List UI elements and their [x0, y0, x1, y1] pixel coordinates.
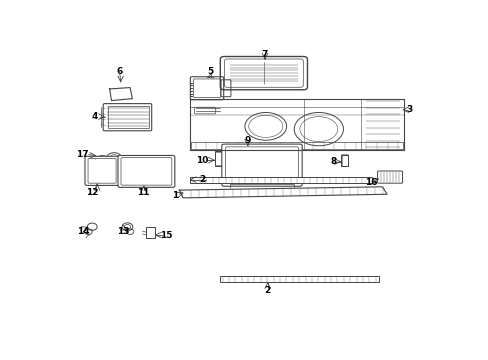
Text: 1: 1 — [171, 190, 178, 199]
FancyBboxPatch shape — [377, 171, 402, 183]
FancyBboxPatch shape — [103, 104, 151, 131]
Text: 9: 9 — [244, 136, 250, 145]
Bar — [219, 276, 378, 282]
Bar — [340, 155, 347, 166]
Bar — [189, 176, 371, 183]
Bar — [214, 151, 223, 166]
Polygon shape — [179, 187, 386, 198]
Text: 17: 17 — [76, 150, 88, 159]
Text: 10: 10 — [196, 156, 208, 165]
Text: 13: 13 — [117, 227, 130, 236]
Bar — [229, 184, 294, 189]
Text: 14: 14 — [77, 227, 89, 236]
FancyBboxPatch shape — [85, 156, 119, 185]
Text: 6: 6 — [117, 67, 123, 76]
Text: 8: 8 — [329, 157, 336, 166]
Text: 12: 12 — [86, 188, 98, 197]
Bar — [190, 142, 402, 149]
Text: 5: 5 — [207, 67, 214, 76]
Polygon shape — [109, 87, 132, 100]
Text: 3: 3 — [406, 105, 412, 114]
Bar — [215, 152, 222, 165]
Bar — [341, 155, 347, 166]
FancyBboxPatch shape — [118, 156, 175, 187]
Text: 2: 2 — [199, 175, 205, 184]
Text: 11: 11 — [137, 188, 150, 197]
Text: 7: 7 — [261, 50, 267, 59]
Polygon shape — [189, 99, 403, 150]
Text: 15: 15 — [160, 230, 172, 239]
Bar — [146, 227, 154, 238]
Text: 16: 16 — [364, 178, 377, 187]
Text: 2: 2 — [264, 286, 270, 295]
Text: 4: 4 — [92, 112, 98, 121]
FancyBboxPatch shape — [222, 144, 302, 186]
Bar — [107, 106, 149, 128]
